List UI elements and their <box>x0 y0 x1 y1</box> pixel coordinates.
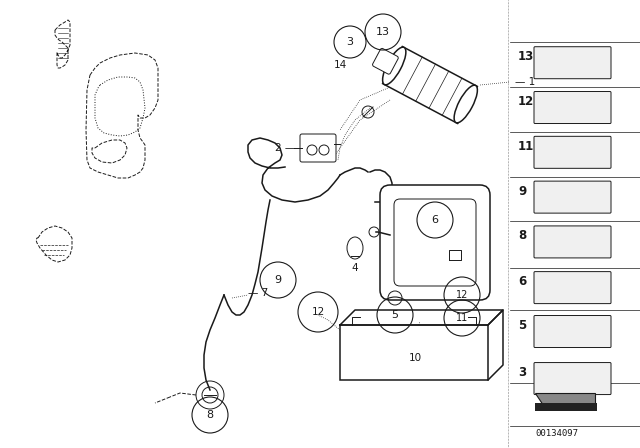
FancyBboxPatch shape <box>534 91 611 124</box>
Text: 3: 3 <box>518 366 526 379</box>
FancyBboxPatch shape <box>394 199 476 286</box>
Text: 11: 11 <box>456 313 468 323</box>
FancyBboxPatch shape <box>534 136 611 168</box>
Text: 9: 9 <box>275 275 282 285</box>
FancyBboxPatch shape <box>383 47 477 124</box>
Text: 6: 6 <box>431 215 438 225</box>
Ellipse shape <box>454 85 477 123</box>
Ellipse shape <box>383 47 406 85</box>
FancyBboxPatch shape <box>372 48 398 74</box>
Text: 12: 12 <box>312 307 324 317</box>
FancyBboxPatch shape <box>534 362 611 395</box>
FancyBboxPatch shape <box>534 181 611 213</box>
FancyBboxPatch shape <box>534 47 611 79</box>
Text: 00134097: 00134097 <box>535 428 578 438</box>
Ellipse shape <box>347 237 363 259</box>
Text: 6: 6 <box>518 275 526 288</box>
Text: 14: 14 <box>333 60 347 70</box>
Text: 8: 8 <box>518 229 526 242</box>
FancyBboxPatch shape <box>380 185 490 300</box>
Text: 8: 8 <box>207 410 214 420</box>
FancyBboxPatch shape <box>534 271 611 304</box>
Text: 5: 5 <box>392 310 399 320</box>
Text: 13: 13 <box>376 27 390 37</box>
FancyBboxPatch shape <box>534 315 611 348</box>
Text: 2 —: 2 — <box>275 143 295 153</box>
FancyBboxPatch shape <box>534 226 611 258</box>
Text: 3: 3 <box>346 37 353 47</box>
Bar <box>535 403 597 411</box>
Text: 4: 4 <box>352 263 358 273</box>
Text: 11: 11 <box>518 140 534 153</box>
Polygon shape <box>535 393 595 408</box>
Text: 13: 13 <box>518 50 534 63</box>
Text: — 1: — 1 <box>515 77 535 87</box>
Text: 10: 10 <box>408 353 422 363</box>
Text: — 7: — 7 <box>248 288 268 298</box>
Text: 12: 12 <box>456 290 468 300</box>
Text: 9: 9 <box>518 185 526 198</box>
Text: 5: 5 <box>518 319 526 332</box>
FancyBboxPatch shape <box>300 134 336 162</box>
Text: 12: 12 <box>518 95 534 108</box>
Bar <box>340 325 488 380</box>
